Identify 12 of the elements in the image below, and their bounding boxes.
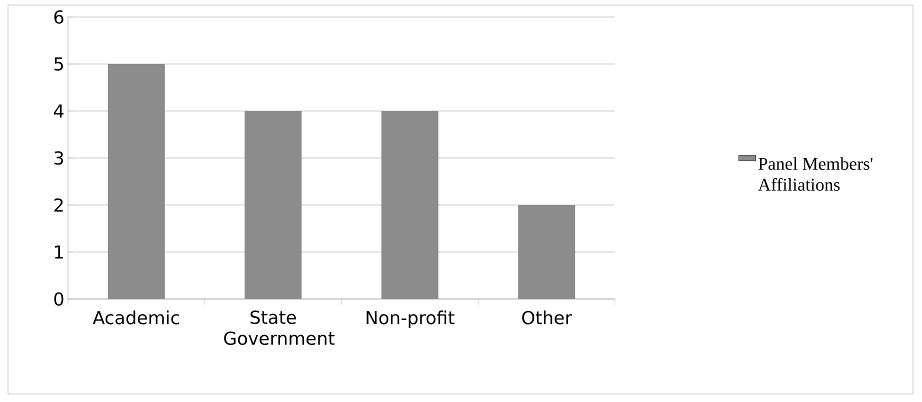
y-tick-label: 1 — [55, 245, 63, 259]
x-tick-label: State Government — [224, 310, 335, 345]
legend-label: Panel Members' Affiliations — [758, 157, 872, 191]
y-tick-label: 6 — [54, 10, 64, 24]
y-tick-label: 0 — [54, 292, 64, 306]
y-tick-label: 3 — [54, 151, 64, 165]
x-tick-label: Academic — [92, 310, 180, 324]
y-tick-label: 5 — [54, 57, 63, 71]
x-tick-label: Non-profit — [366, 310, 454, 328]
y-tick-label: 2 — [54, 198, 63, 212]
y-tick-label: 4 — [54, 104, 64, 118]
x-tick-label: Other — [522, 310, 572, 324]
